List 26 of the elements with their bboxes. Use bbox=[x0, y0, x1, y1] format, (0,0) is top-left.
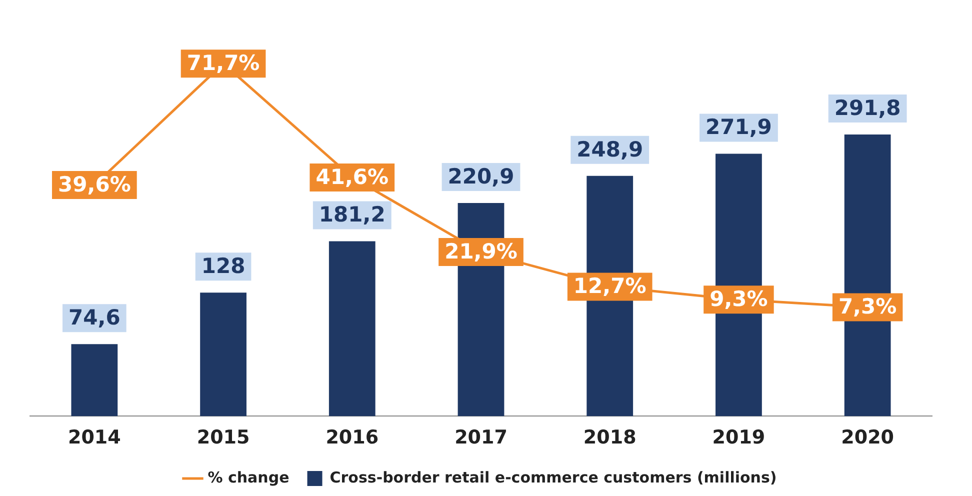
bar bbox=[200, 292, 246, 416]
x-tick-label: 2016 bbox=[326, 426, 379, 449]
legend-label: % change bbox=[208, 468, 290, 486]
data-label: 21,9% bbox=[444, 239, 518, 264]
bar bbox=[328, 241, 376, 416]
data-label: 181,2 bbox=[318, 202, 386, 227]
data-label: 7,3% bbox=[838, 294, 897, 319]
x-tick-label: 2018 bbox=[583, 426, 636, 449]
x-tick-label: 2017 bbox=[454, 426, 508, 449]
data-label: 271,9 bbox=[705, 115, 772, 140]
data-label: 291,8 bbox=[834, 96, 901, 120]
data-label: 9,3% bbox=[710, 287, 768, 312]
bar bbox=[71, 344, 118, 416]
x-tick-label: 2019 bbox=[712, 426, 766, 449]
data-label: 248,9 bbox=[576, 137, 644, 162]
legend-label: Cross-border retail e-commerce customers (millions) bbox=[330, 468, 777, 486]
data-label: 74,6 bbox=[68, 306, 120, 330]
x-tick-label: 2014 bbox=[68, 426, 121, 449]
data-label: 39,6% bbox=[58, 172, 131, 196]
data-label: 12,7% bbox=[573, 274, 646, 298]
data-label: 41,6% bbox=[316, 164, 389, 189]
x-tick-label: 2020 bbox=[841, 426, 894, 449]
x-tick-label: 2015 bbox=[196, 426, 250, 449]
data-label: 71,7% bbox=[186, 51, 260, 76]
data-label: 128 bbox=[201, 254, 246, 278]
data-label: 220,9 bbox=[448, 164, 514, 188]
